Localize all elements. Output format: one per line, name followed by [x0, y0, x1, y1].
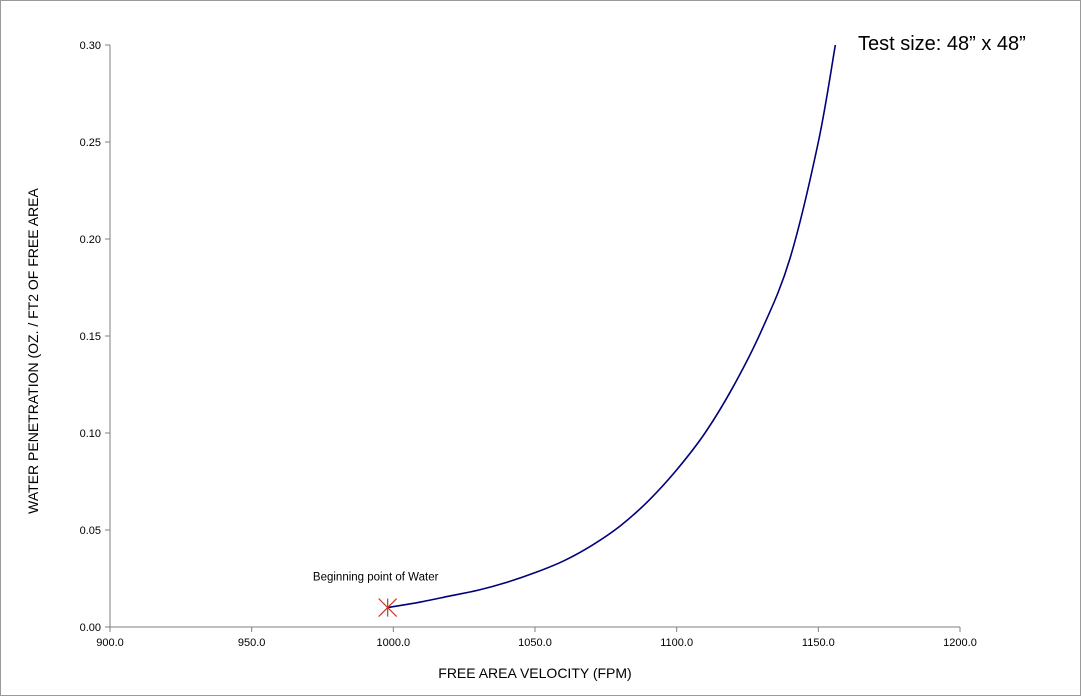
- x-tick-label: 1150.0: [802, 637, 835, 649]
- y-axis-title: WATER PENETRATION (OZ. / FT2 OF FREE ARE…: [25, 188, 41, 514]
- x-axis-title: FREE AREA VELOCITY (FPM): [438, 665, 631, 681]
- axes: [109, 45, 960, 628]
- x-ticks: 900.0 950.0 1000.0 1050.0 1100.0 1150.0 1200.0: [96, 627, 977, 649]
- y-tick-label: 0.05: [80, 525, 101, 537]
- x-tick-label: 1000.0: [377, 637, 411, 649]
- x-tick-label: 950.0: [238, 637, 266, 649]
- star-marker: [378, 598, 398, 618]
- x-tick-label: 1050.0: [518, 637, 552, 649]
- x-tick-label: 1200.0: [943, 637, 977, 649]
- y-tick-label: 0.20: [80, 234, 101, 246]
- x-tick-label: 1100.0: [660, 637, 693, 649]
- test-size-note: Test size: 48” x 48”: [858, 33, 1026, 55]
- y-ticks: 0.00 0.05 0.10 0.15 0.20 0.25 0.30: [80, 40, 110, 634]
- series-line-0: [387, 44, 837, 609]
- y-tick-label: 0.10: [80, 428, 101, 440]
- x-tick-label: 900.0: [96, 637, 124, 649]
- y-tick-label: 0.15: [80, 331, 101, 343]
- y-tick-label: 0.25: [80, 137, 101, 149]
- y-tick-label: 0.30: [80, 40, 101, 52]
- annotation-layer: Beginning point of Water: [313, 572, 439, 618]
- series-layer: [387, 44, 837, 609]
- annotation-label: Beginning point of Water: [313, 572, 439, 584]
- y-tick-label: 0.00: [80, 622, 101, 634]
